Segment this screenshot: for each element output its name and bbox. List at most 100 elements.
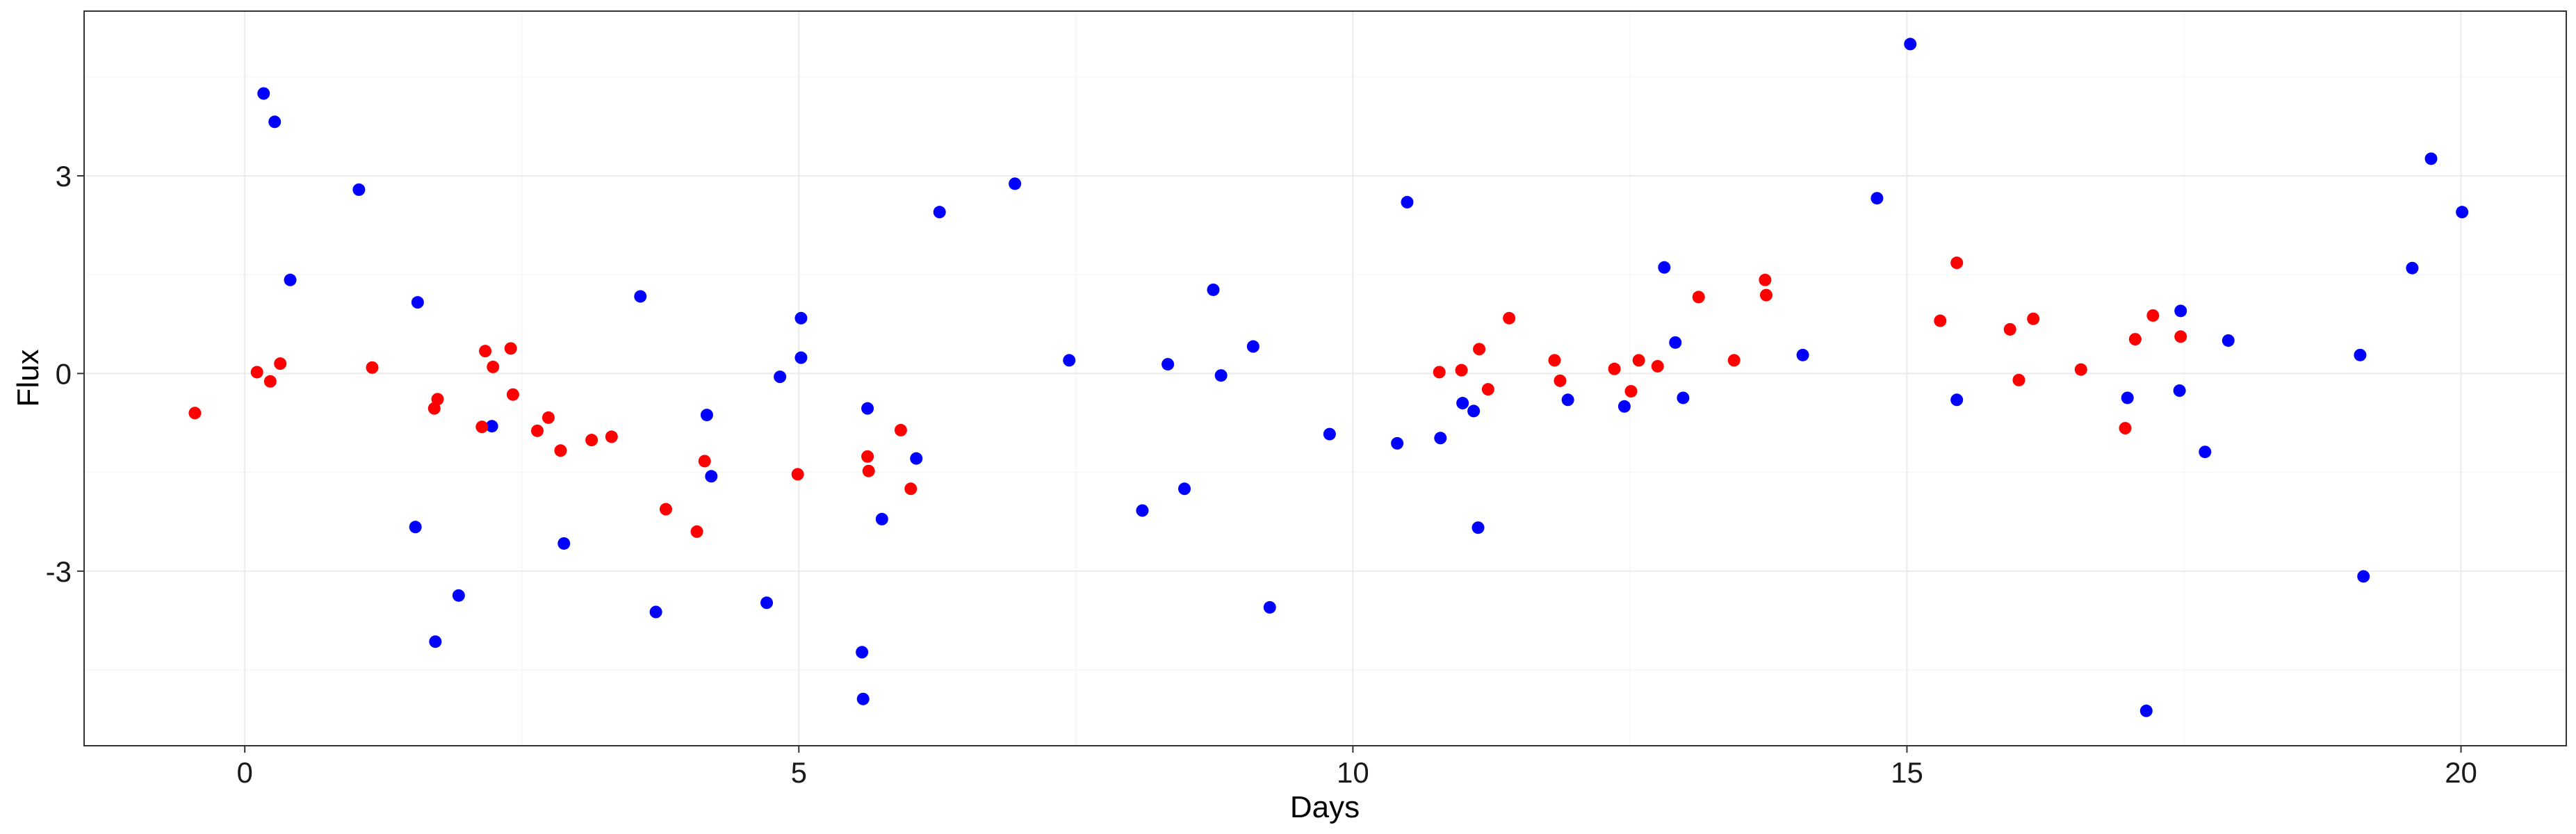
data-point [409, 521, 422, 534]
plot-border [83, 10, 2567, 746]
data-point [690, 525, 703, 538]
data-point [411, 296, 424, 309]
data-point [506, 388, 519, 401]
data-point [268, 115, 282, 129]
data-point [250, 366, 263, 379]
data-point [2456, 206, 2469, 219]
y-tick-label: 0 [56, 357, 72, 390]
x-tick-label: 15 [1891, 756, 1923, 789]
data-point [1624, 384, 1638, 398]
data-point [659, 502, 672, 516]
data-point [2199, 445, 2212, 459]
gridlines [84, 11, 2566, 746]
data-point [1669, 336, 1682, 349]
data-point [257, 87, 270, 100]
data-point [791, 468, 804, 481]
x-tick-label: 0 [236, 756, 252, 789]
data-point [2173, 384, 2186, 398]
data-point [1391, 436, 1404, 450]
data-point [429, 635, 442, 648]
data-point [366, 361, 379, 374]
data-point [1473, 343, 1486, 356]
data-point [1651, 359, 1664, 373]
data-point [698, 455, 711, 468]
data-point [933, 206, 946, 219]
data-point [2146, 309, 2160, 322]
data-point [1263, 600, 1276, 614]
data-point [475, 420, 489, 434]
data-point [2406, 261, 2419, 275]
data-point [875, 512, 888, 525]
data-point [2003, 322, 2016, 336]
data-point [2174, 304, 2187, 318]
data-point [2027, 312, 2040, 325]
data-point [2357, 570, 2370, 583]
x-tick-label: 20 [2445, 756, 2477, 789]
data-point [1214, 369, 1228, 382]
data-point [1246, 340, 1260, 353]
data-point [649, 605, 662, 619]
data-point [856, 692, 870, 705]
y-tick-label: 3 [56, 160, 72, 193]
data-point [2174, 330, 2187, 343]
data-point [452, 589, 465, 602]
data-point [2074, 363, 2087, 376]
data-point [1433, 366, 1446, 379]
data-point [431, 393, 444, 406]
data-point [1677, 391, 1690, 404]
data-point [910, 452, 923, 465]
data-point [856, 646, 869, 659]
data-point [634, 290, 647, 303]
data-point [1692, 291, 1705, 304]
data-point [504, 342, 517, 355]
data-point [1870, 192, 1884, 205]
data-point [862, 464, 875, 477]
data-point [605, 430, 618, 443]
data-point [585, 434, 598, 447]
data-point [861, 450, 874, 463]
data-point [1323, 427, 1336, 441]
data-point [485, 420, 498, 433]
y-tick-label: -3 [46, 555, 72, 588]
data-point [487, 360, 500, 373]
data-point [1456, 397, 1469, 410]
data-point [894, 423, 907, 436]
data-point [1950, 393, 1964, 407]
data-point [1503, 311, 1516, 325]
data-point [541, 411, 555, 424]
data-point [1759, 273, 1772, 286]
data-point [1063, 354, 1076, 367]
data-point [554, 444, 567, 457]
data-point [700, 409, 713, 422]
data-point [1401, 195, 1414, 208]
y-axis-title: Flux [11, 349, 45, 407]
data-point [1554, 374, 1567, 387]
data-point [284, 273, 297, 286]
data-point [705, 470, 718, 483]
data-point [1467, 404, 1481, 418]
axis-ticks: 0 5 10 15 20 -3 0 3 [46, 160, 2477, 789]
data-point [794, 351, 808, 364]
data-point [1548, 354, 1561, 367]
data-point [1455, 363, 1468, 377]
data-point [2121, 391, 2134, 404]
plot-background [84, 11, 2566, 746]
data-point [2012, 373, 2025, 386]
data-point [1561, 393, 1574, 407]
data-point [263, 375, 277, 388]
data-point [352, 183, 366, 196]
data-point [2128, 333, 2142, 346]
data-point [1434, 432, 1447, 445]
x-tick-label: 5 [791, 756, 807, 789]
data-point [1472, 521, 1485, 534]
data-point [1009, 177, 1022, 190]
data-point [1481, 383, 1494, 396]
x-tick-label: 10 [1337, 756, 1369, 789]
data-point [1796, 348, 1809, 361]
data-point [1950, 256, 1964, 270]
data-point [1136, 504, 1149, 517]
data-point [188, 407, 202, 420]
data-point [774, 370, 787, 384]
x-axis-title: Days [1290, 790, 1360, 824]
